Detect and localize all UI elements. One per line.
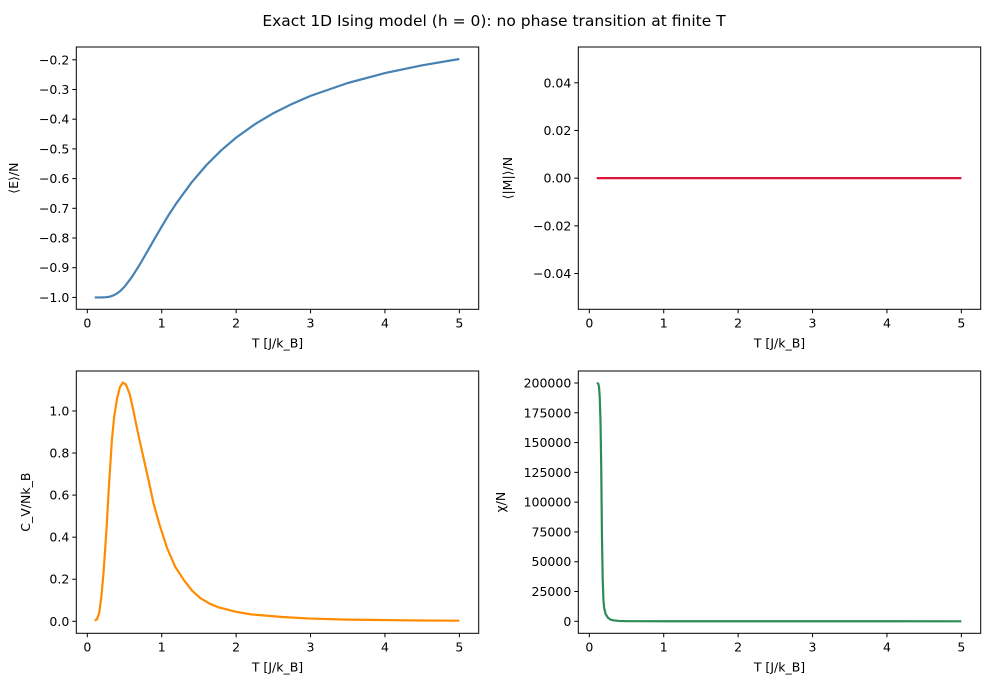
y-tick-label: 0.2	[49, 572, 69, 587]
subplot-4: 0 1 2 3 4 5 0 25000 50000 75000 100000 125000 150000…	[493, 370, 982, 674]
x-tick-label: 4	[883, 639, 891, 654]
y-tick-label: −0.04	[533, 266, 571, 281]
x-tick-label: 4	[381, 315, 389, 330]
x-tick-label: 1	[158, 315, 166, 330]
series-line	[94, 57, 460, 299]
series-line	[94, 381, 460, 622]
x-tick-label: 5	[455, 639, 463, 654]
y-axis-label: C_V/Nk_B	[18, 473, 33, 532]
x-tick-label: 1	[158, 639, 166, 654]
x-tick-label: 2	[232, 315, 240, 330]
y-tick-label: 125000	[524, 465, 572, 480]
x-tick-label: 3	[307, 639, 315, 654]
y-tick-label: −0.3	[39, 82, 69, 97]
y-axis-label: ⟨|M|⟩/N	[500, 157, 515, 200]
x-tick-label: 3	[809, 639, 817, 654]
y-tick-label: 50000	[532, 554, 572, 569]
x-tick-label: 2	[734, 315, 742, 330]
x-tick-label: 1	[660, 639, 668, 654]
y-tick-label: 200000	[524, 376, 572, 391]
y-tick-label: 0.02	[543, 123, 571, 138]
x-axis-label: T [J/k_B]	[251, 335, 303, 350]
subplot-1: 0 1 2 3 4 5 −1.0 −0.9 −0.8 −0.7 −0.6 −0.5 −0.4 −0.3 −0…	[6, 46, 480, 350]
x-tick-label: 3	[809, 315, 817, 330]
x-tick-label: 5	[957, 315, 965, 330]
axes-frame	[75, 370, 480, 634]
y-tick-label: −1.0	[39, 290, 69, 305]
y-axis-label: χ/N	[493, 492, 508, 513]
y-tick-label: 0.00	[543, 171, 571, 186]
x-tick-label: 0	[83, 639, 91, 654]
x-tick-label: 0	[585, 315, 593, 330]
x-tick-label: 5	[455, 315, 463, 330]
x-tick-label: 2	[734, 639, 742, 654]
x-tick-label: 0	[585, 639, 593, 654]
y-tick-label: 100000	[524, 495, 572, 510]
y-axis-label: ⟨E⟩/N	[6, 163, 21, 194]
y-tick-label: −0.7	[39, 201, 69, 216]
y-tick-label: −0.02	[533, 218, 571, 233]
x-tick-label: 0	[83, 315, 91, 330]
y-tick-label: 175000	[524, 405, 572, 420]
x-axis-label: T [J/k_B]	[753, 659, 805, 674]
x-axis-label: T [J/k_B]	[251, 659, 303, 674]
subplot-2: 0 1 2 3 4 5 −0.04 −0.02 0.00 0.02 0.04 T [J/k_B] ⟨|M…	[500, 46, 982, 350]
x-tick-label: 3	[307, 315, 315, 330]
series-line	[596, 381, 962, 623]
y-tick-label: 0.6	[49, 488, 69, 503]
y-tick-label: −0.8	[39, 231, 69, 246]
y-tick-label: 1.0	[49, 403, 69, 418]
y-tick-label: 150000	[524, 435, 572, 450]
y-tick-label: 0.0	[49, 614, 69, 629]
y-tick-label: −0.4	[39, 112, 69, 127]
y-tick-label: 0.4	[49, 530, 69, 545]
y-tick-label: −0.9	[39, 260, 69, 275]
y-tick-label: 0.04	[543, 75, 571, 90]
x-tick-label: 5	[957, 639, 965, 654]
x-tick-label: 2	[232, 639, 240, 654]
y-tick-label: 75000	[532, 524, 572, 539]
x-tick-label: 1	[660, 315, 668, 330]
x-tick-label: 4	[381, 639, 389, 654]
y-tick-label: −0.5	[39, 141, 69, 156]
x-axis-label: T [J/k_B]	[753, 335, 805, 350]
y-tick-label: 25000	[532, 584, 572, 599]
y-tick-label: 0.8	[49, 446, 69, 461]
x-tick-label: 4	[883, 315, 891, 330]
y-tick-label: −0.2	[39, 52, 69, 67]
axes-frame	[577, 370, 982, 634]
figure-title: Exact 1D Ising model (h = 0): no phase t…	[262, 12, 726, 30]
y-tick-label: −0.6	[39, 171, 69, 186]
subplot-3: 0 1 2 3 4 5 0.0 0.2 0.4 0.6 0.8 1.0 T [J/k_B] C_V/Nk_…	[18, 370, 480, 674]
y-tick-label: 0	[563, 614, 571, 629]
